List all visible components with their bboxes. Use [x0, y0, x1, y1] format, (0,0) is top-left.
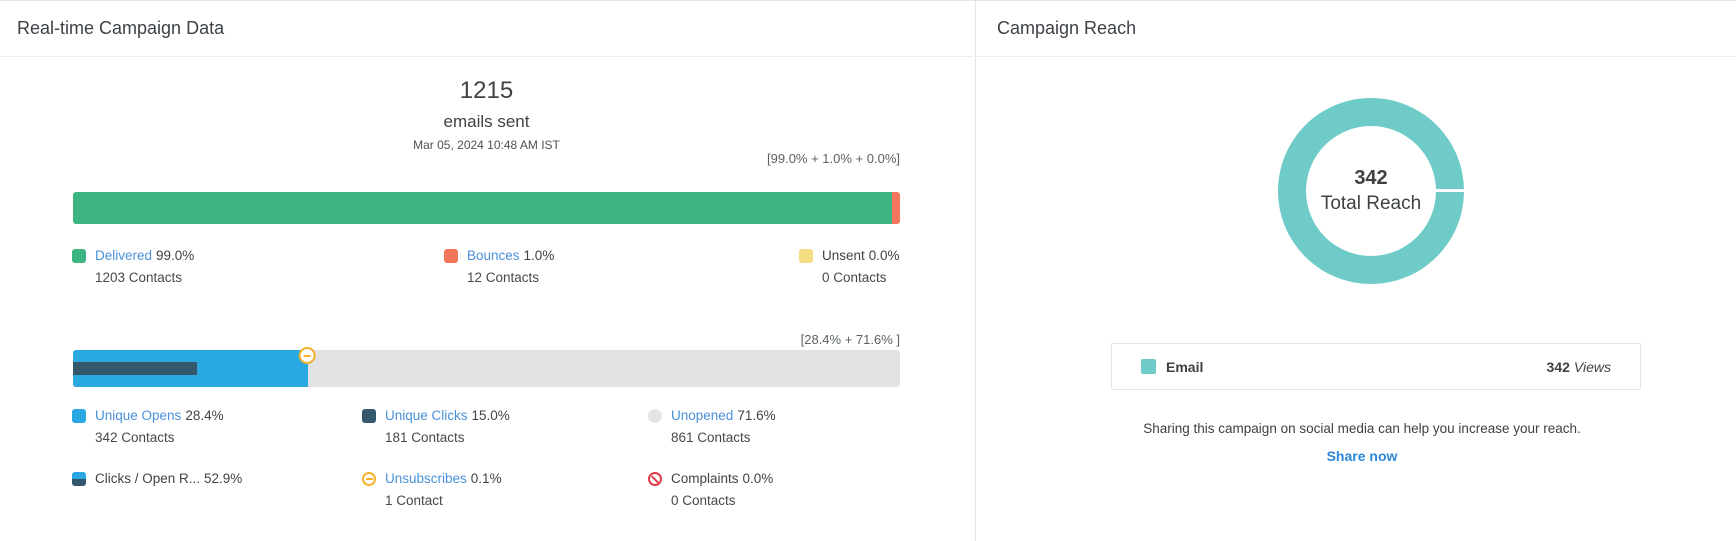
delivered-swatch	[72, 249, 86, 263]
unsubscribes-link[interactable]: Unsubscribes	[385, 471, 467, 486]
legend-item-unsubscribes: Unsubscribes 0.1% 1 Contact	[362, 471, 502, 508]
email-views: 342 Views	[1547, 359, 1611, 375]
delivered-contacts: 1203 Contacts	[95, 270, 183, 285]
clicks-open-rate-swatch	[72, 472, 86, 486]
legend-item-unique-opens: Unique Opens 28.4% 342 Contacts	[72, 408, 224, 445]
legend-item-unique-clicks: Unique Clicks 15.0% 181 Contacts	[362, 408, 510, 445]
unsent-contacts: 0 Contacts	[822, 270, 887, 285]
total-reach-value: 342	[1354, 167, 1388, 189]
right-panel-header: Campaign Reach	[976, 1, 1736, 57]
unique-opens-swatch	[72, 409, 86, 423]
unsent-swatch	[799, 249, 813, 263]
clicks-open-rate-label: Clicks / Open R...	[95, 471, 201, 486]
unique-clicks-contacts: 181 Contacts	[385, 430, 465, 445]
minus-circle-icon	[362, 472, 376, 486]
realtime-campaign-data-panel: Real-time Campaign Data 1215 emails sent…	[0, 1, 974, 541]
legend-item-bounces: Bounces 1.0% 12 Contacts	[444, 248, 554, 285]
unsent-value: 0.0%	[868, 248, 900, 263]
swatch-bottom-half	[72, 479, 86, 486]
unsent-label: Unsent	[822, 248, 865, 263]
unique-opens-value: 28.4%	[185, 408, 224, 423]
donut-slice-gap	[1435, 189, 1464, 192]
engagement-bracket-label: [28.4% + 71.6% ]	[800, 332, 900, 347]
emails-sent-summary: 1215 emails sent Mar 05, 2024 10:48 AM I…	[73, 77, 900, 152]
bounces-contacts: 12 Contacts	[467, 270, 540, 285]
emails-sent-label: emails sent	[443, 112, 530, 131]
unique-clicks-swatch	[362, 409, 376, 423]
sent-timestamp: Mar 05, 2024 10:48 AM IST	[413, 138, 560, 152]
email-swatch	[1141, 359, 1156, 374]
bounces-swatch	[444, 249, 458, 263]
unique-clicks-value: 15.0%	[471, 408, 510, 423]
swatch-top-half	[72, 472, 86, 479]
unsubscribes-value: 0.1%	[470, 471, 502, 486]
unopened-value: 71.6%	[737, 408, 776, 423]
unopened-swatch	[648, 409, 662, 423]
minus-glyph	[303, 354, 311, 357]
unique-clicks-segment[interactable]	[73, 362, 198, 375]
share-hint-text: Sharing this campaign on social media ca…	[1143, 421, 1581, 436]
unique-opens-contacts: 342 Contacts	[95, 430, 175, 445]
left-panel-title: Real-time Campaign Data	[17, 18, 225, 38]
unsubscribes-contacts: 1 Contact	[385, 493, 443, 508]
legend-item-complaints: Complaints 0.0% 0 Contacts	[648, 471, 773, 508]
right-panel-title: Campaign Reach	[997, 18, 1137, 38]
campaign-reach-panel: Campaign Reach 342 Total Reach Email 342…	[975, 1, 1736, 541]
complaints-value: 0.0%	[742, 471, 774, 486]
share-now-link[interactable]: Share now	[1326, 448, 1398, 464]
total-reach-label: Total Reach	[1320, 193, 1422, 214]
delivered-link[interactable]: Delivered	[95, 248, 153, 263]
clicks-open-rate-value: 52.9%	[204, 471, 243, 486]
bounces-value: 1.0%	[523, 248, 555, 263]
reach-legend-box: Email 342 Views	[1111, 343, 1641, 390]
unopened-contacts: 861 Contacts	[671, 430, 751, 445]
complaints-contacts: 0 Contacts	[671, 493, 736, 508]
ban-slash-glyph	[651, 475, 659, 483]
emails-sent-count: 1215	[459, 77, 514, 104]
legend-item-clicks-open-rate: Clicks / Open R... 52.9%	[72, 471, 242, 487]
delivered-segment[interactable]	[73, 192, 892, 224]
complaints-label: Complaints	[671, 471, 739, 486]
email-views-unit: Views	[1573, 358, 1611, 375]
reach-donut-chart[interactable]: 342 Total Reach	[1278, 98, 1464, 284]
bounces-segment[interactable]	[891, 192, 900, 224]
delivery-bracket-label: [99.0% + 1.0% + 0.0%]	[767, 151, 900, 166]
bounces-link[interactable]: Bounces	[467, 248, 520, 263]
unique-clicks-link[interactable]: Unique Clicks	[385, 408, 468, 423]
minus-glyph	[365, 478, 373, 480]
email-legend-label: Email	[1166, 358, 1204, 375]
engagement-bar	[73, 347, 900, 387]
legend-item-delivered: Delivered 99.0% 1203 Contacts	[72, 248, 194, 285]
delivery-bar	[73, 192, 900, 224]
email-views-count: 342	[1546, 358, 1570, 375]
delivered-value: 99.0%	[156, 248, 195, 263]
legend-item-unsent: Unsent 0.0% 0 Contacts	[799, 248, 900, 285]
ban-icon	[648, 472, 662, 486]
left-panel-header: Real-time Campaign Data	[0, 1, 974, 57]
donut-hole: 342 Total Reach	[1306, 126, 1436, 256]
unsubscribes-marker-icon[interactable]	[298, 347, 316, 364]
legend-item-unopened: Unopened 71.6% 861 Contacts	[648, 408, 776, 445]
unopened-link[interactable]: Unopened	[671, 408, 734, 423]
unique-opens-link[interactable]: Unique Opens	[95, 408, 182, 423]
